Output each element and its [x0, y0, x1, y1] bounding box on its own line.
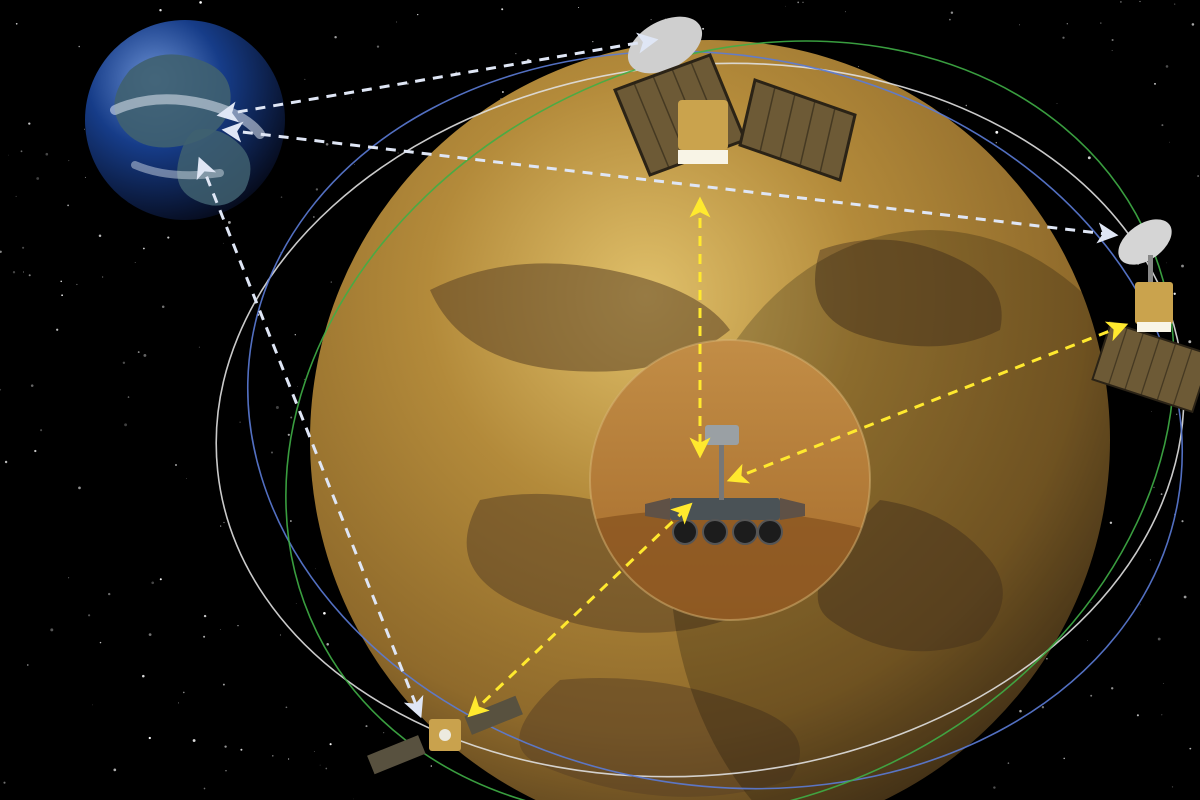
mars-relay-network-diagram: [0, 0, 1200, 800]
